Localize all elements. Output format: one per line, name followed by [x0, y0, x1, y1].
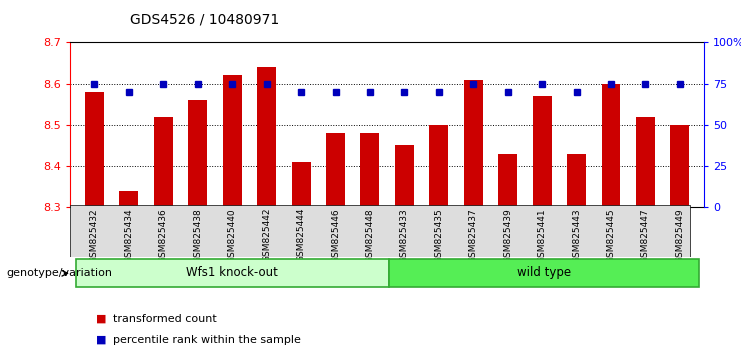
Bar — [498, 154, 517, 207]
Text: GSM825448: GSM825448 — [365, 208, 374, 263]
Bar — [85, 92, 104, 207]
Text: GSM825438: GSM825438 — [193, 208, 202, 263]
Text: GSM825442: GSM825442 — [262, 208, 271, 262]
Text: Wfs1 knock-out: Wfs1 knock-out — [186, 266, 278, 279]
Text: GSM825433: GSM825433 — [400, 208, 409, 263]
Text: GSM825434: GSM825434 — [124, 208, 133, 263]
Text: ■: ■ — [96, 335, 107, 345]
Text: wild type: wild type — [516, 266, 571, 279]
Bar — [326, 133, 345, 207]
Text: GSM825436: GSM825436 — [159, 208, 168, 263]
FancyBboxPatch shape — [389, 259, 699, 287]
Text: percentile rank within the sample: percentile rank within the sample — [113, 335, 301, 345]
Text: GDS4526 / 10480971: GDS4526 / 10480971 — [130, 12, 279, 27]
Text: GSM825439: GSM825439 — [503, 208, 512, 263]
Bar — [567, 154, 586, 207]
Text: GSM825437: GSM825437 — [469, 208, 478, 263]
Text: genotype/variation: genotype/variation — [6, 268, 112, 278]
FancyBboxPatch shape — [76, 259, 389, 287]
Text: GSM825432: GSM825432 — [90, 208, 99, 263]
Text: GSM825449: GSM825449 — [675, 208, 685, 263]
Text: GSM825447: GSM825447 — [641, 208, 650, 263]
FancyBboxPatch shape — [70, 205, 690, 257]
Bar — [671, 125, 689, 207]
Bar — [188, 100, 207, 207]
Text: transformed count: transformed count — [113, 314, 216, 324]
Text: GSM825440: GSM825440 — [227, 208, 236, 263]
Text: GSM825435: GSM825435 — [434, 208, 443, 263]
Bar — [223, 75, 242, 207]
Bar — [464, 80, 482, 207]
Bar — [360, 133, 379, 207]
Text: GSM825446: GSM825446 — [331, 208, 340, 263]
Bar — [257, 67, 276, 207]
Text: GSM825443: GSM825443 — [572, 208, 581, 263]
Text: GSM825441: GSM825441 — [538, 208, 547, 263]
Bar — [533, 96, 551, 207]
Text: ■: ■ — [96, 314, 107, 324]
Bar — [292, 162, 310, 207]
Bar — [395, 145, 414, 207]
Bar — [636, 116, 655, 207]
Bar — [119, 191, 139, 207]
Bar — [154, 116, 173, 207]
Text: GSM825445: GSM825445 — [606, 208, 616, 263]
Text: GSM825444: GSM825444 — [296, 208, 305, 262]
Bar — [602, 84, 620, 207]
Bar — [429, 125, 448, 207]
